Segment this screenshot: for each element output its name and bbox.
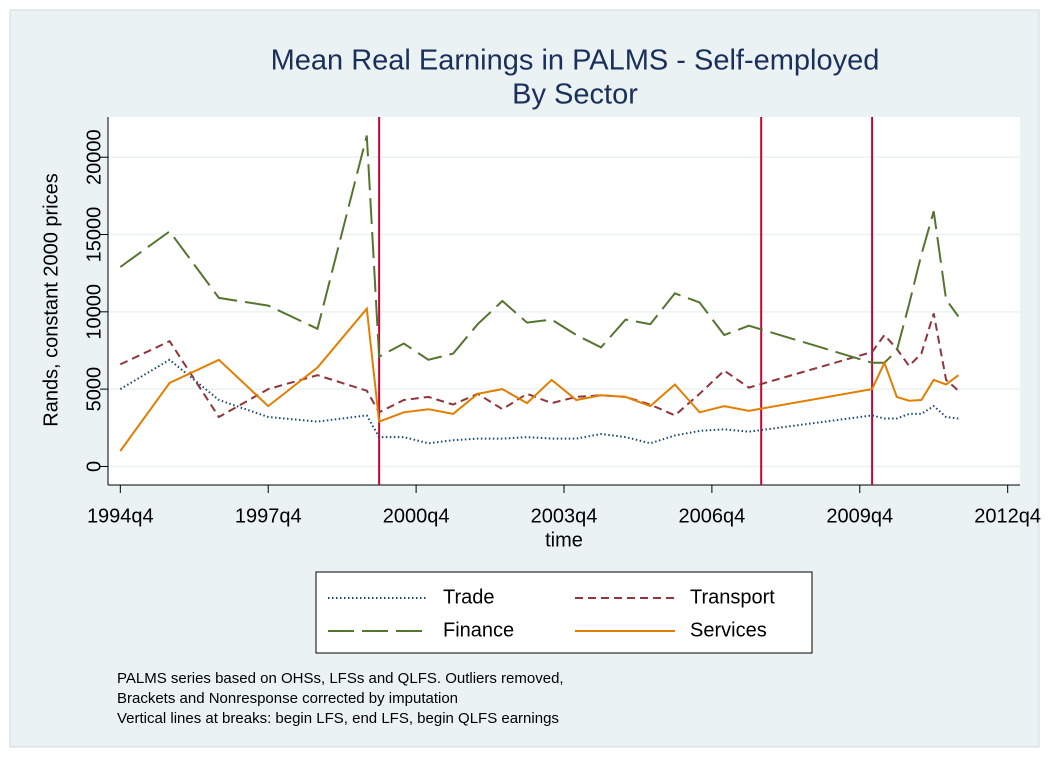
legend-label: Transport [690,586,775,608]
chart-title: Mean Real Earnings in PALMS - Self-emplo… [271,45,880,77]
x-tick-label: 2000q4 [383,505,450,527]
series-line [119,358,959,445]
x-tick-label: 2012q4 [974,505,1041,527]
y-axis-label: Rands, constant 2000 prices [40,173,62,427]
x-tick-label: 2006q4 [679,505,746,527]
note: Vertical lines at breaks: begin LFS, end… [117,710,559,727]
y-tick-label: 5000 [83,367,105,412]
x-tick-label: 1997q4 [235,505,302,527]
plot-region [108,117,1020,485]
x-tick-label: 2003q4 [531,505,598,527]
y-tick-label: 10000 [83,284,105,340]
note: Brackets and Nonresponse corrected by im… [117,690,458,707]
x-tick-label: 2009q4 [826,505,893,527]
legend-box [315,571,813,654]
series-line [119,135,960,364]
y-tick-label: 20000 [83,129,105,185]
legend-label: Finance [443,619,514,641]
note: PALMS series based on OHSs, LFSs and QLF… [117,670,564,687]
legend-label: Services [690,619,767,641]
y-tick-label: 0 [83,461,105,472]
x-tick-label: 1994q4 [87,505,154,527]
series-line [119,313,960,419]
series-line [119,306,960,452]
legend-label: Trade [443,586,495,608]
y-tick-label: 15000 [83,207,105,263]
x-axis-label: time [545,529,583,551]
chart-subtitle: By Sector [512,79,638,111]
